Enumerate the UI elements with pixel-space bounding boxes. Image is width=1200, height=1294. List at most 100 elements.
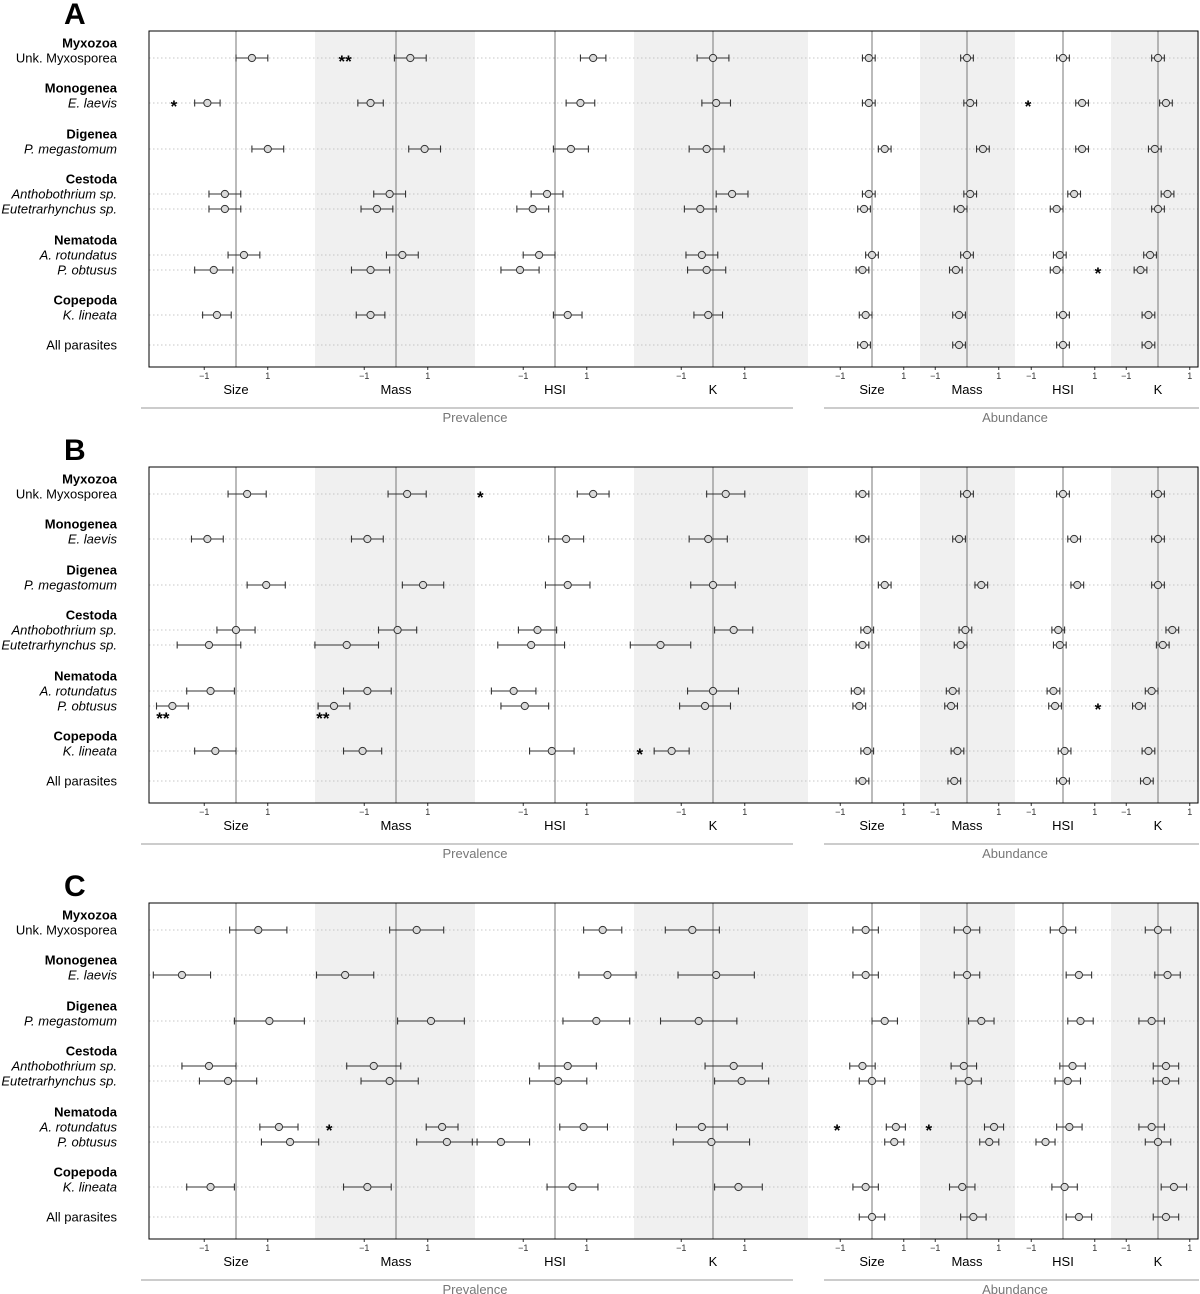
prevalence-hsi-a-rotundatus-point (535, 250, 544, 260)
abundance-hsi-anthobothrium-sp-point (1068, 1061, 1077, 1071)
prevalence-mass-anthobothrium-sp-point (369, 1061, 378, 1071)
prevalence-axis-label-mass: Mass (380, 382, 412, 397)
abundance-tick-label-mass: −1 (930, 1243, 940, 1253)
row-label-k-lineata: K. lineata (63, 1180, 117, 1195)
prevalence-axis-label-hsi: HSI (544, 382, 566, 397)
abundance-tick-label-hsi: −1 (1026, 371, 1036, 381)
prevalence-hsi-unk-myxosporea-point (589, 53, 598, 63)
abundance-size-eutetrarhynchus-sp-point (859, 204, 869, 214)
abundance-k-eutetrarhynchus-sp-point (1158, 640, 1167, 650)
group-label-cestoda: Cestoda (66, 172, 118, 187)
row-label-all-parasites: All parasites (46, 1210, 117, 1225)
prevalence-size-anthobothrium-sp-point (204, 1061, 214, 1071)
prevalence-hsi-e-laevis-point (576, 98, 585, 108)
abundance-k-unk-myxosporea-point (1153, 489, 1163, 499)
significance-star-abundance-hsi-e-laevis: * (1025, 97, 1032, 116)
abundance-axis-label-mass: Mass (951, 382, 983, 397)
abundance-mass-p-obtusus-point (951, 265, 960, 275)
abundance-tick-label-mass: 1 (996, 807, 1001, 817)
prevalence-hsi-p-obtusus-point (520, 701, 529, 711)
abundance-hsi-k-lineata-point (1060, 746, 1069, 756)
abundance-hsi-p-obtusus-point (1052, 265, 1061, 275)
abundance-mass-all-parasites-point (954, 340, 964, 350)
row-label-e-laevis: E. laevis (68, 968, 118, 983)
prevalence-size-e-laevis-point (203, 534, 212, 544)
prevalence-mass-a-rotundatus-point (398, 250, 407, 260)
abundance-axis-label-k: K (1154, 382, 1163, 397)
abundance-hsi-all-parasites-point (1058, 340, 1068, 350)
group-label-monogenea: Monogenea (45, 517, 118, 532)
abundance-hsi-unk-myxosporea-point (1058, 925, 1068, 935)
prevalence-tick-label-hsi: 1 (584, 807, 589, 817)
abundance-section-label: Abundance (982, 846, 1048, 861)
prevalence-k-p-obtusus-point (702, 265, 711, 275)
abundance-mass-p-megastomum-point (978, 144, 988, 154)
abundance-mass-e-laevis-point (962, 970, 972, 980)
prevalence-mass-anthobothrium-sp-point (385, 189, 394, 199)
prevalence-shade-k (634, 903, 808, 1239)
prevalence-size-eutetrarhynchus-sp-point (220, 204, 229, 214)
prevalence-mass-unk-myxosporea-point (406, 53, 415, 63)
abundance-hsi-all-parasites-point (1058, 776, 1068, 786)
abundance-tick-label-size: −1 (835, 371, 845, 381)
prevalence-shade-mass (315, 31, 475, 367)
row-label-p-obtusus: P. obtusus (57, 1135, 117, 1150)
group-label-copepoda: Copepoda (53, 293, 117, 308)
prevalence-tick-label-size: 1 (265, 807, 270, 817)
abundance-tick-label-size: 1 (901, 371, 906, 381)
abundance-k-eutetrarhynchus-sp-point (1161, 1076, 1171, 1086)
abundance-tick-label-hsi: 1 (1092, 371, 1097, 381)
row-label-all-parasites: All parasites (46, 774, 117, 789)
prevalence-k-eutetrarhynchus-sp-point (696, 204, 705, 214)
abundance-mass-p-obtusus-point (947, 701, 956, 711)
row-label-k-lineata: K. lineata (63, 308, 117, 323)
abundance-k-p-megastomum-point (1147, 1016, 1156, 1026)
abundance-section-label: Abundance (982, 410, 1048, 425)
prevalence-size-p-megastomum-point (265, 1016, 274, 1026)
prevalence-axis-label-k: K (709, 382, 718, 397)
prevalence-mass-e-laevis-point (363, 534, 372, 544)
prevalence-axis-label-k: K (709, 818, 718, 833)
prevalence-size-e-laevis-point (177, 970, 187, 980)
prevalence-tick-label-size: −1 (199, 1243, 209, 1253)
significance-star-prevalence-mass-a-rotundatus: * (326, 1121, 333, 1140)
abundance-tick-label-mass: −1 (930, 371, 940, 381)
abundance-k-e-laevis-point (1153, 534, 1163, 544)
prevalence-section-label: Prevalence (442, 846, 507, 861)
prevalence-size-p-obtusus-point (168, 701, 177, 711)
prevalence-tick-label-size: −1 (199, 807, 209, 817)
abundance-size-p-obtusus-point (858, 265, 867, 275)
prevalence-size-e-laevis-point (203, 98, 212, 108)
panel-c: C Myxozoa Monogenea Digenea Cestoda Nematoda C… (1, 870, 1199, 1294)
abundance-k-anthobothrium-sp-point (1163, 189, 1172, 199)
prevalence-mass-a-rotundatus-point (438, 1122, 447, 1132)
row-label-p-megastomum: P. megastomum (24, 578, 117, 593)
prevalence-tick-label-mass: 1 (425, 1243, 430, 1253)
significance-star-abundance-size-a-rotundatus: * (834, 1121, 841, 1140)
prevalence-size-a-rotundatus-point (239, 250, 249, 260)
panel-a: A Myxozoa Monogenea Digenea Cestoda Nematoda C… (1, 0, 1199, 425)
prevalence-mass-unk-myxosporea-point (412, 925, 421, 935)
prevalence-section-label: Prevalence (442, 410, 507, 425)
prevalence-mass-e-laevis-point (341, 970, 350, 980)
abundance-size-anthobothrium-sp-point (864, 189, 873, 199)
group-label-digenea: Digenea (66, 563, 117, 578)
group-label-cestoda: Cestoda (66, 608, 118, 623)
prevalence-tick-label-hsi: −1 (518, 371, 528, 381)
prevalence-hsi-unk-myxosporea-point (589, 489, 598, 499)
abundance-tick-label-k: −1 (1121, 807, 1131, 817)
row-label-unk-myxosporea: Unk. Myxosporea (16, 487, 118, 502)
significance-star-prevalence-mass-p-obtusus: ** (316, 709, 330, 728)
prevalence-size-k-lineata-point (206, 1182, 215, 1192)
abundance-size-k-lineata-point (863, 746, 872, 756)
prevalence-mass-p-megastomum-point (420, 144, 429, 154)
row-label-anthobothrium-sp: Anthobothrium sp. (10, 187, 117, 202)
row-label-anthobothrium-sp: Anthobothrium sp. (10, 1059, 117, 1074)
abundance-tick-label-k: 1 (1187, 371, 1192, 381)
abundance-size-a-rotundatus-point (891, 1122, 900, 1132)
significance-star-prevalence-mass-unk-myxosporea: ** (339, 52, 353, 71)
prevalence-k-a-rotundatus-point (697, 1122, 706, 1132)
prevalence-hsi-p-obtusus-point (496, 1137, 506, 1147)
row-label-a-rotundatus: A. rotundatus (39, 248, 118, 263)
abundance-k-a-rotundatus-point (1145, 250, 1155, 260)
